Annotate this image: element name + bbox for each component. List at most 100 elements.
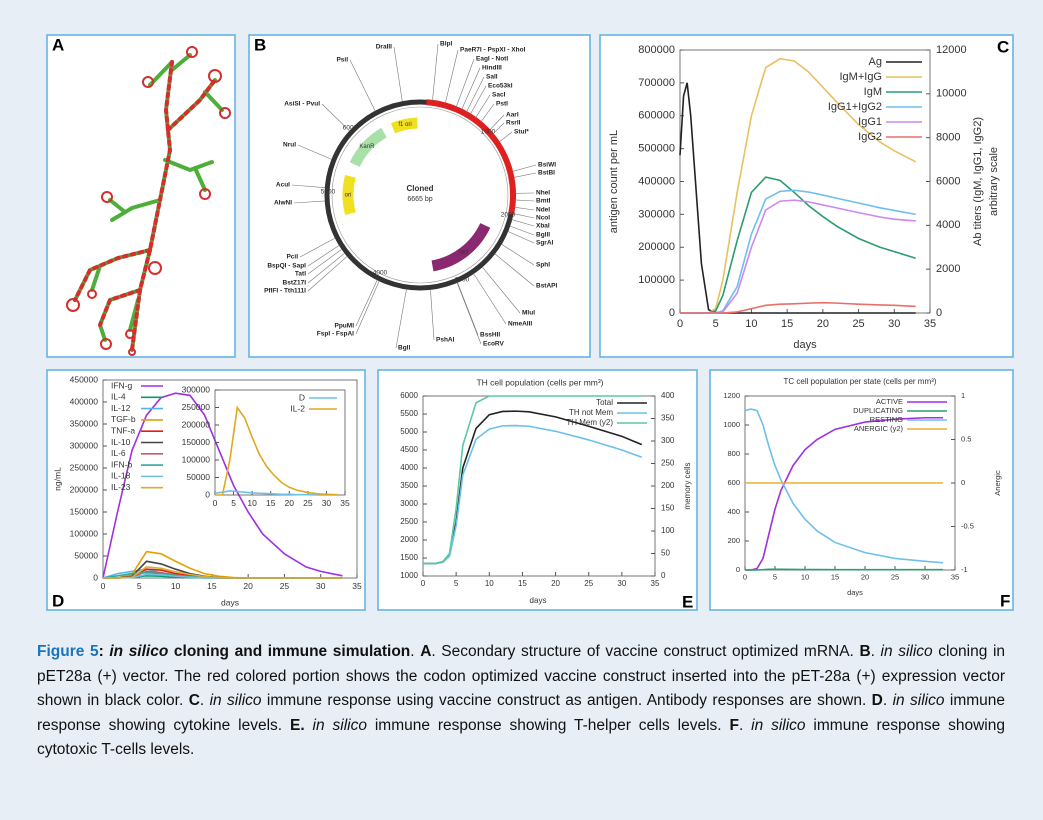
- site-label: SalI: [486, 74, 498, 81]
- plasmid-scale-label: 5000: [321, 189, 336, 196]
- caption-run: cloning and immune simulation: [168, 643, 410, 660]
- y-tick-label: 300000: [638, 208, 675, 220]
- site-label: PciI: [286, 254, 298, 261]
- y-tick-label: 100000: [70, 528, 99, 538]
- y2-axis-label: arbitrary scale: [988, 147, 1000, 216]
- plasmid-scale-label: 2000: [501, 212, 516, 219]
- x-tick-label: 0: [421, 579, 426, 588]
- x-tick-label: 35: [352, 581, 362, 591]
- x-tick-label: 30: [617, 579, 626, 588]
- site-label: BstBI: [538, 170, 555, 177]
- x-tick-label: 0: [743, 572, 747, 581]
- site-label: NruI: [283, 142, 296, 149]
- y-tick-label: 0: [93, 572, 98, 582]
- x-tick-label: 35: [651, 579, 660, 588]
- feature-label: f1 ori: [398, 122, 411, 128]
- y2-axis-label: Anergic: [993, 470, 1002, 496]
- legend-label: ACTIVE: [876, 397, 903, 406]
- x-tick-label: 20: [243, 581, 253, 591]
- legend-label: TH not Mem: [569, 408, 613, 417]
- y-tick-label: 400: [727, 507, 740, 516]
- y-tick-label: 2500: [400, 517, 418, 526]
- y-tick-label: 300000: [182, 384, 211, 394]
- x-tick-label: 35: [340, 498, 350, 508]
- y-tick-label: 200000: [182, 419, 211, 429]
- x-tick-label: 25: [852, 318, 864, 330]
- panel-a: [47, 35, 235, 357]
- site-label: BstZ17I: [283, 280, 307, 287]
- x-tick-label: 5: [713, 318, 719, 330]
- caption-run: [305, 717, 313, 734]
- site-label: BssHII: [480, 332, 500, 339]
- x-tick-label: 20: [817, 318, 829, 330]
- y-tick-label: 600: [727, 478, 740, 487]
- x-tick-label: 0: [101, 581, 106, 591]
- y-tick-label: 1000: [400, 571, 418, 580]
- site-label: PaeR7I - PspXI - XhoI: [460, 47, 526, 54]
- site-label: AcuI: [276, 182, 290, 189]
- caption-run: immune response showing T-helper cells l…: [367, 717, 730, 734]
- caption-run: C: [189, 692, 200, 709]
- site-label: EcoRV: [483, 341, 504, 348]
- x-tick-label: 15: [781, 318, 793, 330]
- y-tick-label: 5500: [400, 409, 418, 418]
- y-tick-label: 50000: [74, 550, 98, 560]
- y-tick-label: 800: [727, 449, 740, 458]
- x-tick-label: 35: [924, 318, 936, 330]
- site-label: SphI: [536, 262, 550, 269]
- site-label: NmeAIII: [508, 321, 532, 328]
- y2-axis-label: Ab titers (IgM, IgG1, IgG2): [972, 117, 984, 246]
- caption-run: A: [420, 643, 431, 660]
- y-tick-label: 600000: [638, 110, 675, 122]
- site-label: HindIII: [482, 65, 502, 72]
- site-label: BglII: [536, 232, 550, 239]
- legend-label: IL-12: [111, 403, 131, 413]
- legend-label: TNF-a: [111, 425, 135, 435]
- y-tick-label: 400000: [638, 175, 675, 187]
- y-tick-label: 2000: [400, 535, 418, 544]
- panel-letter: D: [52, 591, 64, 610]
- y2-tick-label: 4000: [936, 219, 960, 231]
- site-label: AarI: [506, 112, 519, 119]
- chart-title: TH cell population (cells per mm³): [476, 377, 603, 387]
- y-tick-label: 3500: [400, 481, 418, 490]
- y2-tick-label: 2000: [936, 263, 960, 275]
- y-tick-label: 200: [727, 536, 740, 545]
- legend-label: IL-23: [111, 482, 131, 492]
- plasmid-scale-label: 6000: [343, 125, 358, 132]
- y2-tick-label: 300: [661, 436, 675, 445]
- site-label: FspI - FspAI: [317, 331, 354, 338]
- y-tick-label: 100000: [638, 274, 675, 286]
- y-tick-label: 3000: [400, 499, 418, 508]
- caption-run: .: [871, 643, 881, 660]
- y-tick-label: 450000: [70, 374, 99, 384]
- y2-tick-label: 150: [661, 504, 675, 513]
- site-label: DraIII: [376, 44, 392, 51]
- caption-run: .: [200, 692, 210, 709]
- x-tick-label: 30: [921, 572, 929, 581]
- caption: Figure 5: in silico cloning and immune s…: [37, 640, 1005, 763]
- legend-label: IgG1+IgG2: [828, 101, 882, 113]
- legend-label: D: [299, 392, 305, 402]
- y-tick-label: 4000: [400, 463, 418, 472]
- caption-run: in silico: [210, 692, 262, 709]
- legend-label: IgG1: [858, 116, 882, 128]
- legend-label: IL-2: [290, 403, 305, 413]
- panel-letter: A: [52, 35, 64, 54]
- legend-label: IgM+IgG: [840, 71, 883, 83]
- chart-title: TC cell population per state (cells per …: [784, 377, 937, 386]
- y-tick-label: 200000: [70, 484, 99, 494]
- x-tick-label: 5: [773, 572, 777, 581]
- caption-run: F: [729, 717, 738, 734]
- legend-label: IFN-g: [111, 380, 133, 390]
- y-axis-label: antigen count per mL: [608, 130, 620, 233]
- y2-tick-label: 250: [661, 459, 675, 468]
- y-tick-label: 0: [669, 307, 675, 319]
- legend-label: IL-18: [111, 471, 131, 481]
- x-tick-label: 30: [316, 581, 326, 591]
- site-label: TatI: [295, 271, 306, 278]
- site-label: NdeI: [536, 207, 550, 214]
- y-tick-label: 5000: [400, 427, 418, 436]
- y-tick-label: 1000: [723, 420, 740, 429]
